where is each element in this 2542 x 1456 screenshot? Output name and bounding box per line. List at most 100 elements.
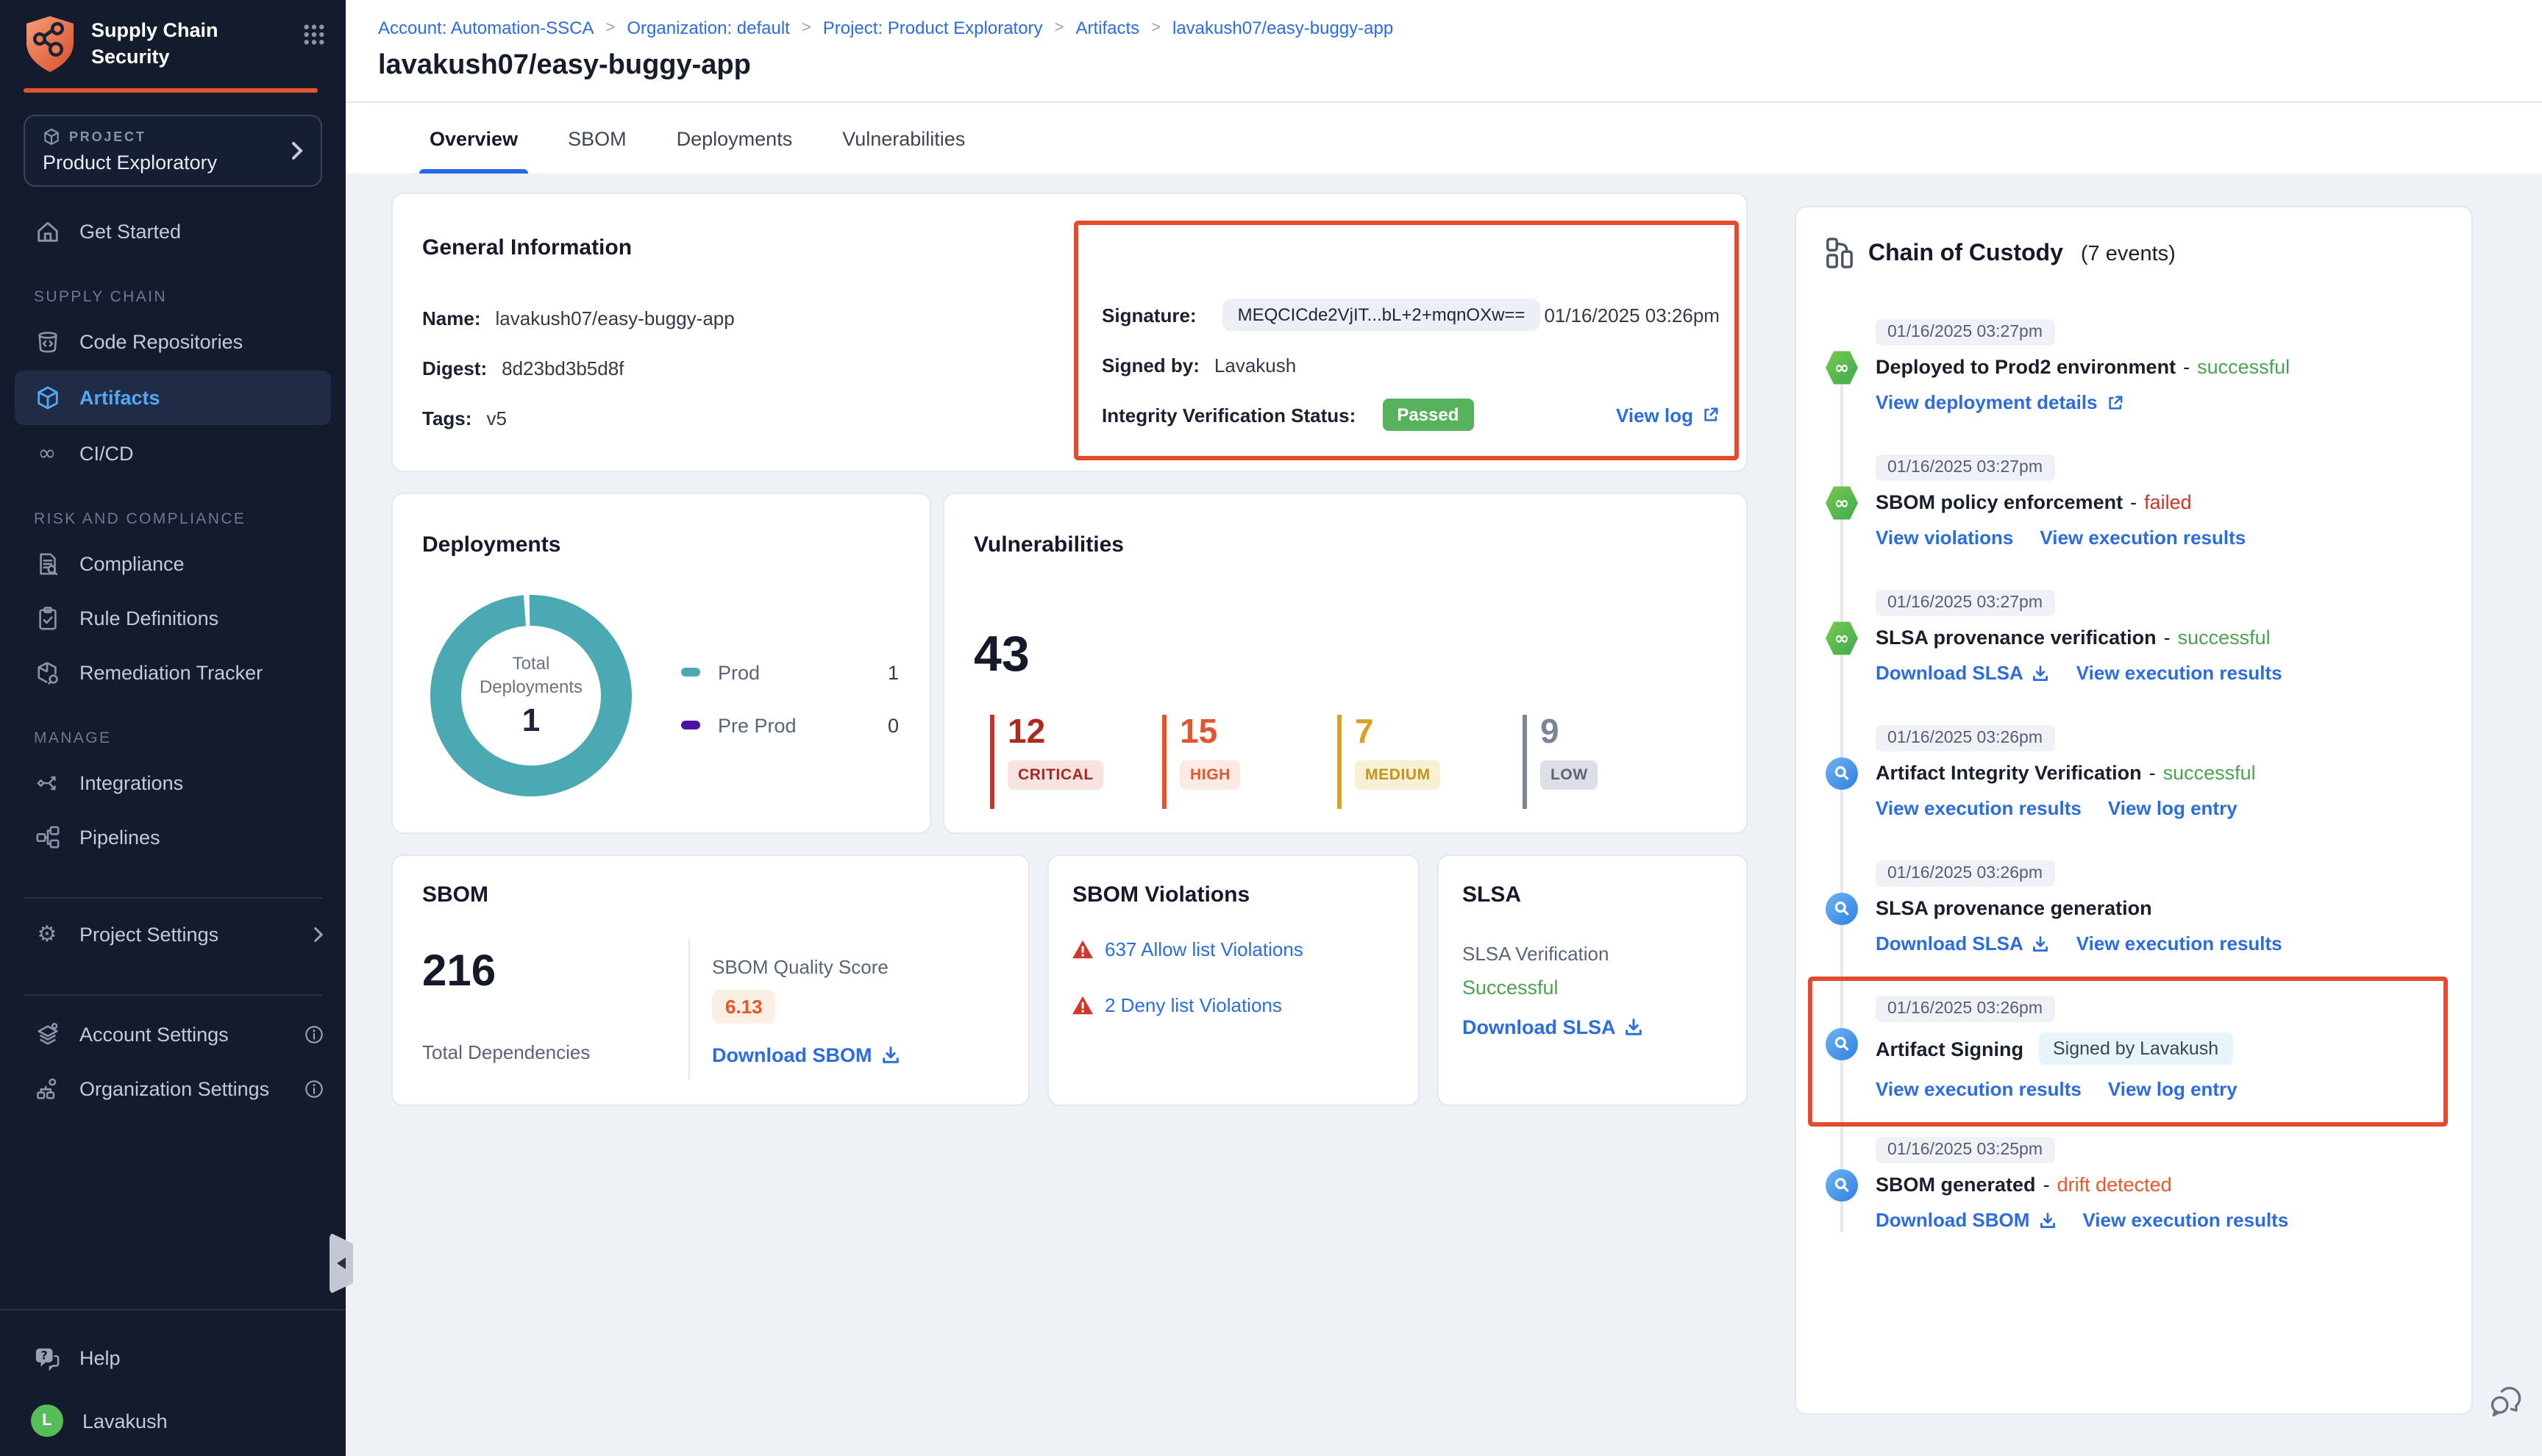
sidebar-item-label: Remediation Tracker: [79, 662, 263, 684]
sidebar: Supply Chain Security: [0, 0, 346, 1456]
event-status: successful: [2177, 627, 2271, 649]
tab-overview[interactable]: Overview: [419, 103, 529, 174]
sidebar-item-project-settings[interactable]: ⚙ Project Settings: [0, 907, 346, 962]
view-execution-results-link[interactable]: View execution results: [2040, 527, 2246, 549]
brand-divider: [24, 88, 318, 93]
sidebar-item-compliance[interactable]: Compliance: [0, 537, 346, 591]
user-menu[interactable]: L Lavakush: [0, 1385, 346, 1456]
sidebar-item-rule-definitions[interactable]: Rule Definitions: [0, 591, 346, 646]
view-execution-results-link[interactable]: View execution results: [2082, 1209, 2289, 1231]
sbom-quality-label: SBOM Quality Score: [712, 956, 889, 978]
sidebar-collapse-handle[interactable]: [330, 1232, 353, 1294]
info-circle-icon[interactable]: [305, 1025, 324, 1044]
sidebar-nav: Get Started SUPPLY CHAIN Code Repositori…: [0, 204, 346, 1116]
sidebar-item-help[interactable]: ? Help: [0, 1331, 346, 1385]
tab-sbom[interactable]: SBOM: [568, 127, 627, 149]
tab-vulnerabilities[interactable]: Vulnerabilities: [842, 127, 966, 149]
hexagon-infinity-icon: ∞: [1826, 621, 1858, 656]
view-log-link[interactable]: View log: [1616, 404, 1720, 426]
deny-list-violations-link[interactable]: 2 Deny list Violations: [1105, 993, 1282, 1016]
external-link-icon: [1704, 407, 1718, 421]
events-count: (7 events): [2080, 242, 2176, 265]
sidebar-item-pipelines[interactable]: Pipelines: [0, 810, 346, 865]
scan-magnifier-icon: [1826, 891, 1858, 927]
sidebar-item-artifacts[interactable]: Artifacts: [15, 371, 331, 425]
breadcrumb-separator: >: [605, 19, 616, 37]
breadcrumb-separator: >: [801, 19, 811, 37]
code-repo-icon: [34, 329, 60, 355]
chain-of-custody-panel: Chain of Custody (7 events) ∞ 01/16/2025…: [1795, 206, 2473, 1415]
chain-event-sbom-generated: 01/16/2025 03:25pm SBOM generated - drif…: [1826, 1135, 2442, 1235]
breadcrumb-artifacts[interactable]: Artifacts: [1075, 18, 1140, 38]
severity-low: 9 LOW: [1523, 714, 1598, 809]
card-title: Vulnerabilities: [974, 532, 1124, 557]
sidebar-item-organization-settings[interactable]: Organization Settings: [0, 1062, 346, 1116]
avatar: L: [31, 1405, 63, 1437]
layers-gear-icon: [34, 1021, 60, 1048]
sidebar-item-integrations[interactable]: Integrations: [0, 756, 346, 810]
view-deployment-details-link[interactable]: View deployment details: [1876, 391, 2124, 413]
vulnerabilities-total: 43: [974, 627, 1030, 682]
view-execution-results-link[interactable]: View execution results: [2076, 932, 2282, 954]
sidebar-item-code-repositories[interactable]: Code Repositories: [0, 315, 346, 369]
chain-events-timeline: ∞ 01/16/2025 03:27pm Deployed to Prod2 e…: [1808, 318, 2448, 1235]
event-timestamp: 01/16/2025 03:26pm: [1876, 725, 2055, 752]
cube-icon: [34, 385, 60, 411]
tab-deployments[interactable]: Deployments: [676, 127, 793, 149]
download-slsa-link[interactable]: Download SLSA: [1876, 932, 2050, 954]
deny-list-violations-row: 2 Deny list Violations: [1072, 990, 1395, 1019]
field-signed-by: Signed by: Lavakush: [1102, 354, 1297, 376]
chain-event-artifact-integrity-verification: 01/16/2025 03:26pm Artifact Integrity Ve…: [1826, 724, 2442, 824]
sidebar-header: Supply Chain Security: [0, 0, 346, 74]
integrations-icon: [34, 770, 60, 796]
sidebar-item-label: Artifacts: [79, 387, 160, 409]
download-slsa-link[interactable]: Download SLSA: [1876, 662, 2050, 684]
event-status: successful: [2197, 356, 2290, 378]
sbom-quality-score: 6.13: [712, 990, 776, 1024]
donut-center-label: Total Deployments: [479, 652, 583, 697]
event-status: failed: [2144, 491, 2192, 513]
breadcrumb-current[interactable]: lavakush07/easy-buggy-app: [1172, 18, 1394, 38]
download-sbom-link[interactable]: Download SBOM: [712, 1044, 900, 1066]
breadcrumb-account[interactable]: Account: Automation-SSCA: [378, 18, 594, 38]
view-execution-results-link[interactable]: View execution results: [1876, 1078, 2082, 1100]
cube-icon: [43, 128, 60, 146]
info-circle-icon[interactable]: [305, 1079, 324, 1099]
breadcrumb-separator: >: [1151, 19, 1161, 37]
page-title: lavakush07/easy-buggy-app: [378, 50, 751, 81]
page-header: Account: Automation-SSCA > Organization:…: [346, 0, 2542, 174]
view-execution-results-link[interactable]: View execution results: [1876, 797, 2082, 819]
card-title: General Information: [422, 235, 633, 260]
warning-triangle-icon: [1072, 939, 1093, 958]
sidebar-item-account-settings[interactable]: Account Settings: [0, 1007, 346, 1062]
sidebar-item-label: Get Started: [79, 221, 182, 243]
sidebar-item-remediation-tracker[interactable]: Remediation Tracker: [0, 646, 346, 700]
vertical-divider: [688, 938, 690, 1079]
view-log-entry-link[interactable]: View log entry: [2107, 1078, 2237, 1100]
support-chat-button[interactable]: [2488, 1382, 2526, 1421]
breadcrumb-project[interactable]: Project: Product Exploratory: [822, 18, 1043, 38]
allow-list-violations-link[interactable]: 637 Allow list Violations: [1105, 938, 1303, 960]
external-link-icon: [2108, 395, 2123, 409]
view-log-entry-link[interactable]: View log entry: [2107, 797, 2237, 819]
sidebar-item-get-started[interactable]: Get Started: [0, 204, 346, 259]
download-sbom-link[interactable]: Download SBOM: [1876, 1209, 2056, 1231]
signature-timestamp: 01/16/2025 03:26pm: [1544, 304, 1720, 326]
view-execution-results-link[interactable]: View execution results: [2076, 662, 2282, 684]
apps-grid-icon[interactable]: [303, 24, 325, 46]
legend-item-prod: Prod 1: [681, 656, 899, 688]
slsa-verification-status: Successful: [1462, 977, 1559, 999]
event-timestamp: 01/16/2025 03:27pm: [1876, 319, 2055, 346]
hexagon-infinity-icon: ∞: [1826, 485, 1858, 521]
event-timestamp: 01/16/2025 03:26pm: [1876, 996, 2055, 1022]
view-violations-link[interactable]: View violations: [1876, 527, 2014, 549]
project-selector[interactable]: PROJECT Product Exploratory: [24, 115, 322, 187]
breadcrumb-organization[interactable]: Organization: default: [627, 18, 790, 38]
org-gear-icon: [34, 1076, 60, 1102]
clipboard-check-icon: [34, 605, 60, 632]
sidebar-item-cicd[interactable]: ∞ CI/CD: [0, 427, 346, 481]
chain-event-sbom-policy-enforcement: ∞ 01/16/2025 03:27pm SBOM policy enforce…: [1826, 453, 2442, 553]
sbom-violations-card: SBOM Violations 637 Allow list Violation…: [1047, 854, 1420, 1106]
download-slsa-link[interactable]: Download SLSA: [1462, 1016, 1644, 1038]
event-timestamp: 01/16/2025 03:27pm: [1876, 454, 2055, 481]
